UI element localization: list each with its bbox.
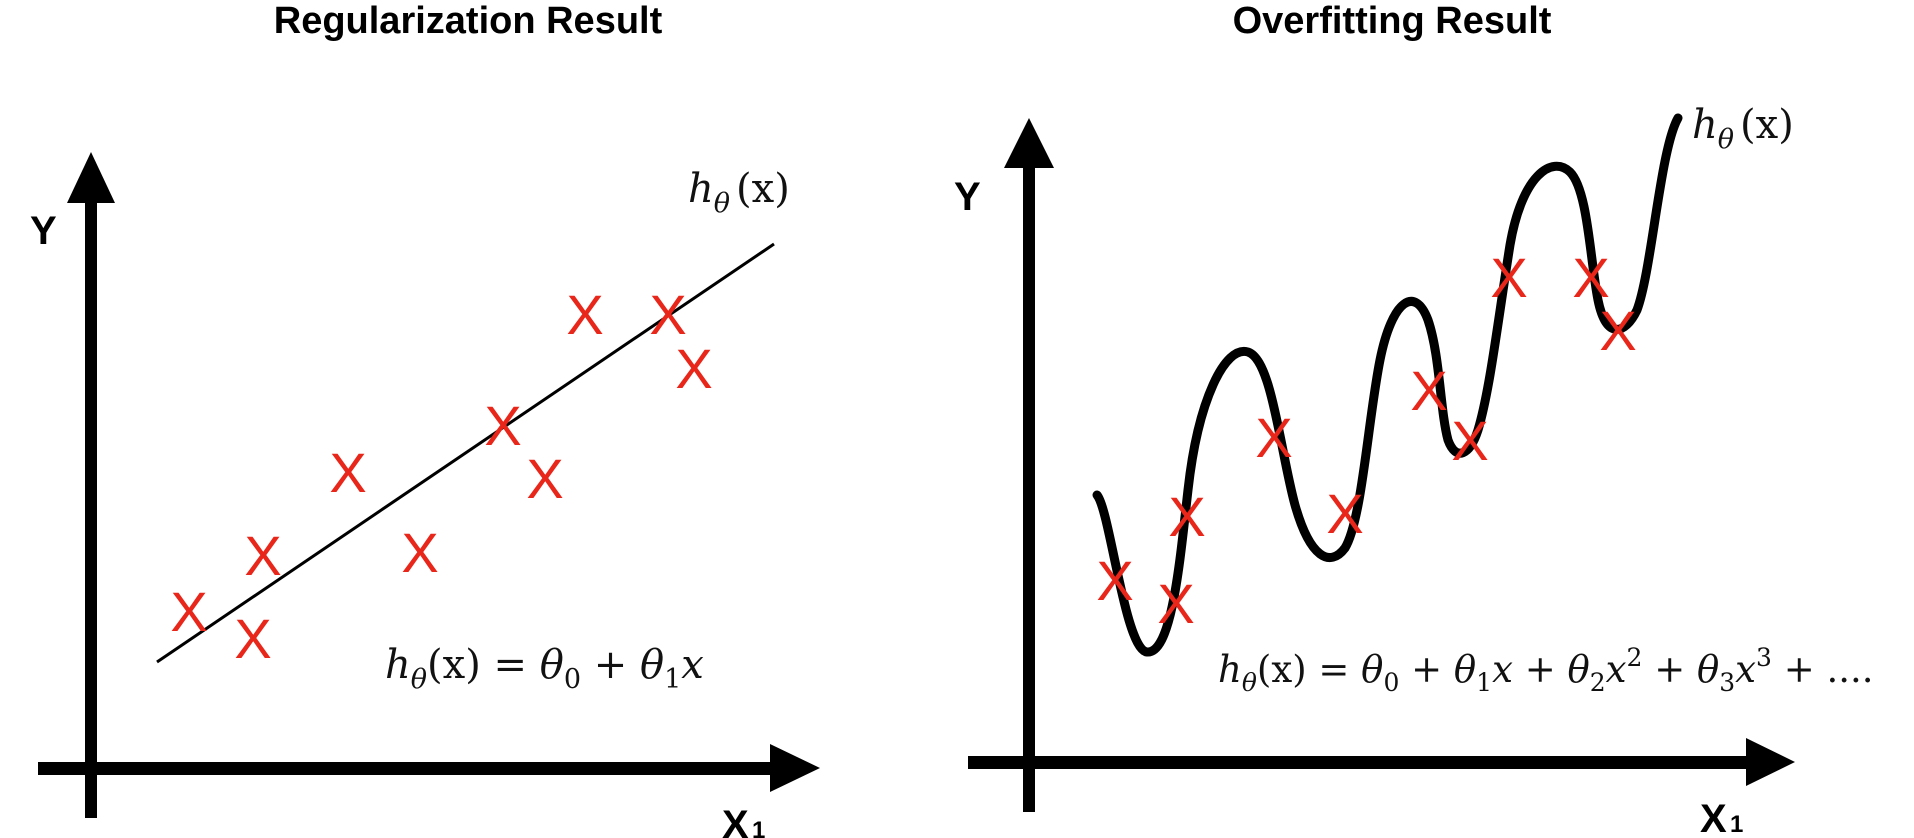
left-x-axis-label: X 1 (722, 803, 765, 838)
right-curve-label: hθ (x) (1692, 102, 1794, 155)
left-y-axis-arrowhead (67, 152, 115, 203)
right-marker-1: X (1096, 549, 1133, 612)
right-eq-x3: x (1735, 648, 1756, 691)
right-y-axis-line (1023, 160, 1035, 812)
right-eq-s3: 3 (1719, 668, 1735, 697)
left-eq-h: h (385, 642, 411, 688)
left-equation: hθ(x) = θ0 + θ1x (385, 642, 704, 695)
right-eq-plus3: + (1642, 648, 1697, 691)
right-eq-plus1: + (1399, 648, 1454, 691)
right-y-axis-label: Y (954, 175, 981, 219)
left-data-markers: X X X X X X X X X X (170, 283, 712, 670)
left-eq-plus1: + (581, 642, 640, 688)
left-eq-s1: 1 (664, 664, 681, 695)
left-eq-t1: θ (640, 642, 664, 688)
right-panel: Overfitting Result Y X 1 hθ (x) hθ(x) = θ… (954, 0, 1874, 838)
right-equation: hθ(x) = θ0 + θ1x + θ2x2 + θ3x3 + .... (1218, 643, 1874, 697)
left-marker-8: X (566, 283, 603, 346)
right-marker-2: X (1157, 572, 1194, 635)
right-marker-6: X (1410, 359, 1447, 422)
right-marker-7: X (1451, 409, 1488, 472)
right-marker-4: X (1255, 406, 1292, 469)
left-x-axis-label-subscript: 1 (752, 817, 765, 838)
right-x-axis-line (968, 756, 1768, 769)
left-marker-5: X (401, 521, 438, 584)
right-eq-theta: θ (1242, 668, 1257, 697)
left-linear-fit-line (156, 242, 775, 664)
right-eq-h: h (1218, 648, 1242, 691)
right-marker-3: X (1168, 485, 1205, 548)
right-eq-t0: θ (1361, 648, 1383, 691)
right-eq-s2: 2 (1590, 668, 1606, 697)
left-marker-2: X (234, 607, 271, 670)
left-marker-4: X (329, 441, 366, 504)
left-x-axis-label-main: X (722, 803, 749, 838)
right-curve-label-arg: (x) (1740, 102, 1794, 148)
right-x-axis-label-subscript: 1 (1730, 811, 1743, 838)
left-marker-6: X (484, 394, 521, 457)
right-eq-s1: 1 (1476, 668, 1492, 697)
left-eq-x: x (681, 642, 704, 688)
left-marker-9: X (649, 283, 686, 346)
right-data-markers: X X X X X X X X X X (1096, 246, 1636, 635)
left-marker-1: X (170, 580, 207, 643)
right-eq-tail: + .... (1772, 648, 1874, 691)
right-x-axis-label: X 1 (1700, 797, 1743, 838)
left-marker-10: X (675, 337, 712, 400)
left-curve-label: hθ (x) (688, 166, 790, 219)
left-curve-label-arg: (x) (736, 166, 790, 212)
right-x-axis-label-main: X (1700, 797, 1727, 838)
right-marker-8: X (1490, 246, 1527, 309)
left-marker-7: X (526, 447, 563, 510)
left-panel-title: Regularization Result (274, 0, 663, 42)
right-curve-label-h: h (1692, 102, 1718, 148)
left-marker-3: X (244, 524, 281, 587)
left-eq-s0: 0 (564, 664, 581, 695)
right-marker-9: X (1572, 246, 1609, 309)
right-eq-s0: 0 (1383, 668, 1399, 697)
right-eq-t2: θ (1567, 648, 1589, 691)
left-curve-label-theta: θ (714, 188, 730, 219)
left-x-axis-line (38, 762, 780, 775)
right-eq-p2: 2 (1627, 643, 1643, 672)
right-curve-label-theta: θ (1718, 124, 1734, 155)
right-eq-x2: x (1606, 648, 1627, 691)
left-x-axis-arrowhead (770, 744, 820, 792)
right-eq-x1: x (1492, 648, 1513, 691)
right-marker-10: X (1599, 299, 1636, 362)
right-eq-t1: θ (1454, 648, 1476, 691)
left-eq-theta: θ (411, 664, 427, 695)
right-x-axis-arrowhead (1746, 738, 1795, 786)
right-eq-t3: θ (1697, 648, 1719, 691)
left-panel: Regularization Result Y X 1 hθ (x) hθ(x) … (30, 0, 820, 838)
left-eq-lhs-arg: (x) = (427, 642, 540, 688)
right-eq-p3: 3 (1756, 643, 1772, 672)
right-panel-title: Overfitting Result (1233, 0, 1552, 42)
right-marker-5: X (1326, 482, 1363, 545)
right-overfit-curve (1092, 113, 1683, 657)
right-eq-plus2: + (1513, 648, 1568, 691)
right-y-axis-arrowhead (1004, 118, 1054, 168)
right-eq-lhs-arg: (x) = (1257, 648, 1361, 691)
left-curve-label-h: h (688, 166, 714, 212)
left-y-axis-label: Y (30, 209, 57, 253)
left-y-axis-line (85, 192, 97, 818)
left-eq-t0: θ (540, 642, 564, 688)
